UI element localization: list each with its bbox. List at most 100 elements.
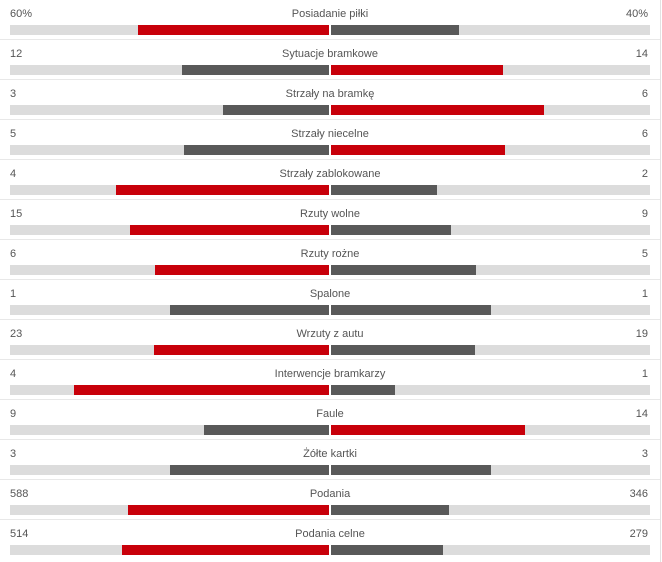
away-bar-fill <box>331 185 438 195</box>
home-bar-track <box>10 265 329 275</box>
home-bar-track <box>10 305 329 315</box>
away-bar-track <box>331 505 650 515</box>
stat-row: 23 Wrzuty z autu 19 <box>0 320 660 360</box>
home-value: 3 <box>10 88 17 100</box>
away-bar-fill <box>331 225 451 235</box>
away-value: 5 <box>641 248 648 260</box>
away-value: 1 <box>641 368 648 380</box>
stat-label: Podania <box>309 488 351 500</box>
home-bar-track <box>10 65 329 75</box>
home-bar-track <box>10 465 329 475</box>
stat-row: 15 Rzuty wolne 9 <box>0 200 660 240</box>
away-bar-track <box>331 265 650 275</box>
away-bar-track <box>331 25 650 35</box>
home-bar-track <box>10 425 329 435</box>
stat-row: 514 Podania celne 279 <box>0 520 660 560</box>
home-bar-track <box>10 145 329 155</box>
stat-row: 5 Strzały niecelne 6 <box>0 120 660 160</box>
away-bar-track <box>331 385 650 395</box>
stat-label: Sytuacje bramkowe <box>282 48 378 60</box>
away-bar-fill <box>331 265 477 275</box>
away-bar-fill <box>331 25 459 35</box>
away-bar-fill <box>331 505 450 515</box>
stat-label: Faule <box>316 408 344 420</box>
home-value: 4 <box>10 368 17 380</box>
away-value: 2 <box>641 168 648 180</box>
home-bar-fill <box>154 345 329 355</box>
home-bar-fill <box>128 505 329 515</box>
away-value: 1 <box>641 288 648 300</box>
away-bar-track <box>331 465 650 475</box>
home-bar-fill <box>169 465 329 475</box>
home-value: 6 <box>10 248 17 260</box>
home-bar-track <box>10 25 329 35</box>
home-bar-fill <box>181 65 329 75</box>
stat-label: Posiadanie piłki <box>291 8 369 20</box>
away-value: 14 <box>635 408 648 420</box>
stat-label: Rzuty rożne <box>300 248 360 260</box>
away-value: 6 <box>641 128 648 140</box>
away-bar-track <box>331 425 650 435</box>
away-value: 346 <box>629 488 648 500</box>
away-bar-fill <box>331 105 544 115</box>
home-value: 514 <box>10 528 29 540</box>
stat-row: 6 Rzuty rożne 5 <box>0 240 660 280</box>
away-bar-fill <box>331 145 505 155</box>
away-bar-track <box>331 65 650 75</box>
stat-row: 12 Sytuacje bramkowe 14 <box>0 40 660 80</box>
home-value: 3 <box>10 448 17 460</box>
away-value: 40% <box>625 8 648 20</box>
stat-label: Spalone <box>309 288 351 300</box>
stat-row: 60% Posiadanie piłki 40% <box>0 0 660 40</box>
away-bar-track <box>331 545 650 555</box>
stat-label: Żółte kartki <box>303 448 357 460</box>
home-bar-track <box>10 185 329 195</box>
stat-label: Rzuty wolne <box>300 208 360 220</box>
home-value: 23 <box>10 328 23 340</box>
home-value: 15 <box>10 208 23 220</box>
away-bar-fill <box>331 345 476 355</box>
stat-row: 3 Strzały na bramkę 6 <box>0 80 660 120</box>
home-bar-track <box>10 345 329 355</box>
away-bar-track <box>331 105 650 115</box>
home-bar-track <box>10 105 329 115</box>
home-bar-fill <box>169 305 329 315</box>
stat-row: 4 Interwencje bramkarzy 1 <box>0 360 660 400</box>
away-bar-fill <box>331 385 395 395</box>
stat-label: Strzały zablokowane <box>279 168 381 180</box>
away-value: 9 <box>641 208 648 220</box>
away-bar-track <box>331 305 650 315</box>
away-bar-track <box>331 185 650 195</box>
away-bar-fill <box>331 305 491 315</box>
home-bar-track <box>10 505 329 515</box>
away-bar-fill <box>331 425 526 435</box>
home-bar-track <box>10 225 329 235</box>
home-value: 5 <box>10 128 17 140</box>
away-value: 3 <box>641 448 648 460</box>
away-value: 19 <box>635 328 648 340</box>
home-bar-fill <box>73 385 329 395</box>
home-bar-fill <box>137 25 329 35</box>
home-bar-fill <box>122 545 329 555</box>
away-bar-track <box>331 225 650 235</box>
away-bar-track <box>331 145 650 155</box>
away-value: 6 <box>641 88 648 100</box>
away-value: 14 <box>635 48 648 60</box>
away-bar-fill <box>331 465 491 475</box>
stat-label: Strzały na bramkę <box>285 88 375 100</box>
away-bar-fill <box>331 65 503 75</box>
stat-row: 1 Spalone 1 <box>0 280 660 320</box>
away-value: 279 <box>629 528 648 540</box>
home-value: 12 <box>10 48 23 60</box>
home-bar-track <box>10 385 329 395</box>
home-value: 60% <box>10 8 33 20</box>
home-value: 588 <box>10 488 29 500</box>
away-bar-fill <box>331 545 444 555</box>
home-bar-fill <box>129 225 329 235</box>
home-value: 9 <box>10 408 17 420</box>
stat-row: 4 Strzały zablokowane 2 <box>0 160 660 200</box>
stat-row: 3 Żółte kartki 3 <box>0 440 660 480</box>
home-bar-fill <box>116 185 329 195</box>
away-bar-track <box>331 345 650 355</box>
home-bar-fill <box>155 265 329 275</box>
